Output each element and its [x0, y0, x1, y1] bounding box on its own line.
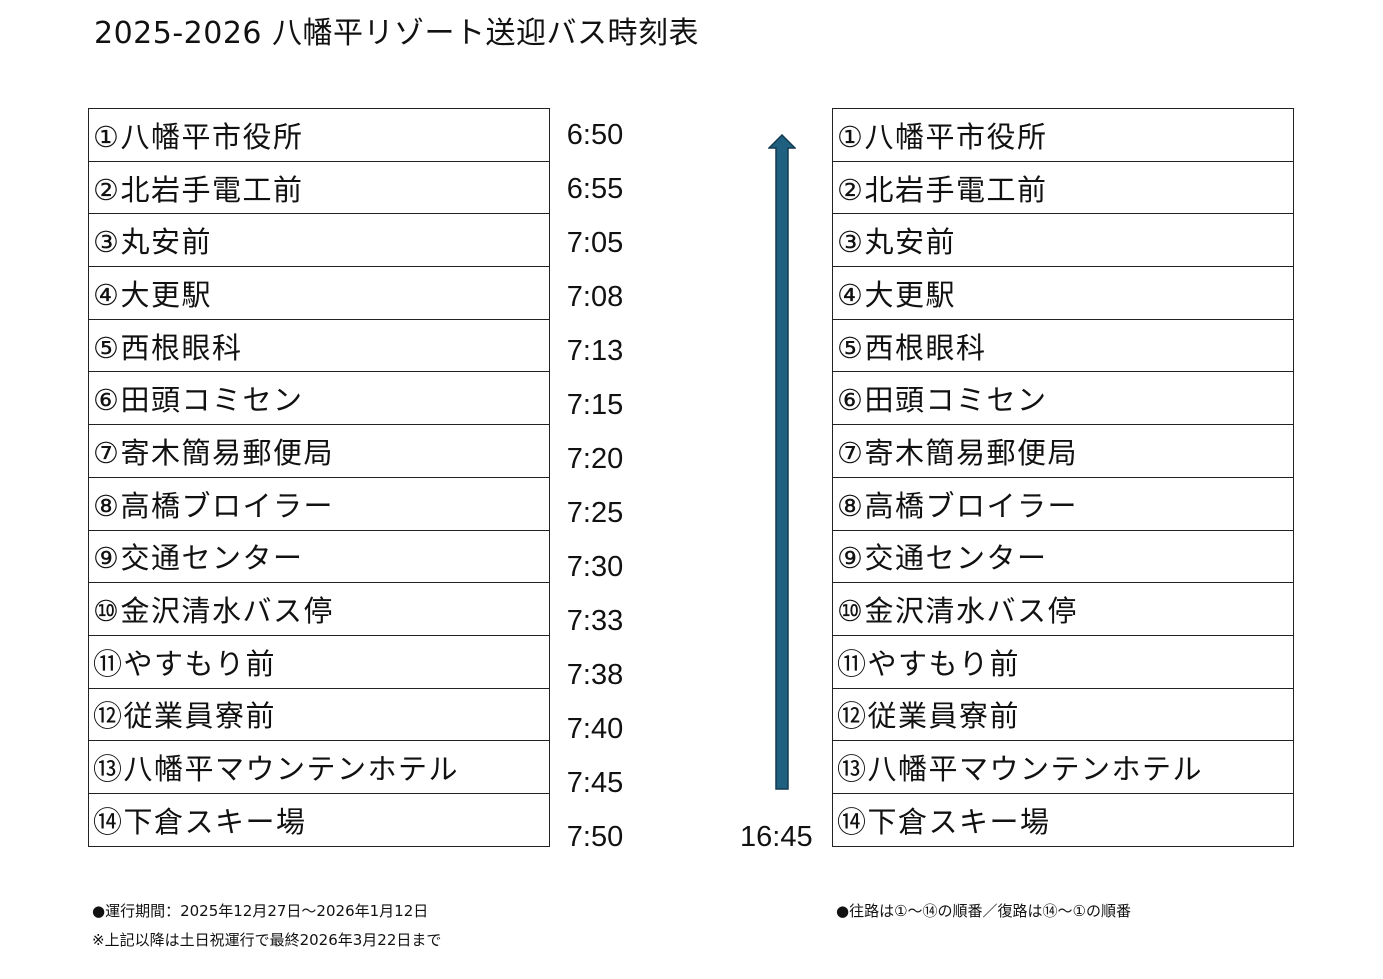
- departure-time: 6:55: [566, 172, 624, 205]
- table-row: ⑨交通センター: [832, 529, 1294, 584]
- stop-name: ⑥田頭コミセン: [832, 371, 1294, 426]
- departure-time: 7:25: [566, 496, 624, 529]
- table-row: ⑧高橋ブロイラー: [832, 476, 1294, 531]
- table-row: ①八幡平市役所: [88, 108, 550, 162]
- departure-time: 7:50: [566, 820, 624, 853]
- table-row: ⑤西根眼科: [832, 318, 1294, 373]
- departure-time: 7:08: [566, 280, 624, 313]
- departure-time: 7:40: [566, 712, 624, 745]
- table-row: ⑥田頭コミセン: [88, 371, 550, 426]
- stop-name: ⑩金沢清水バス停: [88, 582, 550, 636]
- stop-name: ⑬八幡平マウンテンホテル: [88, 740, 550, 794]
- table-row: ②北岩手電工前: [88, 160, 550, 215]
- outbound-stop-table: ①八幡平市役所 ②北岩手電工前 ③丸安前 ④大更駅 ⑤西根眼科 ⑥田頭コミセン …: [88, 108, 550, 847]
- table-row: ③丸安前: [88, 213, 550, 268]
- table-row: ⑪やすもり前: [832, 634, 1294, 689]
- departure-time: 7:20: [566, 442, 624, 475]
- arrow-up-icon: [768, 134, 796, 790]
- table-row: ⑩金沢清水バス停: [832, 582, 1294, 636]
- table-row: ①八幡平市役所: [832, 108, 1294, 162]
- stop-name: ⑥田頭コミセン: [88, 371, 550, 426]
- after-period-note: ※上記以降は土日祝運行で最終2026年3月22日まで: [92, 931, 442, 949]
- table-row: ③丸安前: [832, 213, 1294, 268]
- table-row: ⑫従業員寮前: [832, 687, 1294, 742]
- stop-name: ⑪やすもり前: [88, 634, 550, 689]
- stop-name: ②北岩手電工前: [832, 160, 1294, 215]
- departure-time: 6:50: [566, 118, 624, 151]
- stop-name: ⑬八幡平マウンテンホテル: [832, 740, 1294, 794]
- stop-name: ⑤西根眼科: [88, 318, 550, 373]
- table-row: ④大更駅: [832, 266, 1294, 320]
- departure-time: 7:30: [566, 550, 624, 583]
- table-row: ⑦寄木簡易郵便局: [832, 424, 1294, 478]
- table-row: ⑩金沢清水バス停: [88, 582, 550, 636]
- table-row: ⑬八幡平マウンテンホテル: [88, 740, 550, 794]
- stop-name: ③丸安前: [88, 213, 550, 268]
- stop-name: ③丸安前: [832, 213, 1294, 268]
- stop-name: ⑩金沢清水バス停: [832, 582, 1294, 636]
- stop-name: ⑧高橋ブロイラー: [88, 476, 550, 531]
- stop-name: ⑧高橋ブロイラー: [832, 476, 1294, 531]
- stop-name: ④大更駅: [832, 266, 1294, 320]
- departure-time: 7:33: [566, 604, 624, 637]
- table-row: ⑧高橋ブロイラー: [88, 476, 550, 531]
- stop-name: ②北岩手電工前: [88, 160, 550, 215]
- table-row: ⑪やすもり前: [88, 634, 550, 689]
- table-row: ⑭下倉スキー場: [832, 792, 1294, 847]
- stop-name: ⑭下倉スキー場: [88, 792, 550, 847]
- table-row: ⑫従業員寮前: [88, 687, 550, 742]
- stop-name: ⑨交通センター: [88, 529, 550, 584]
- departure-time: 7:05: [566, 226, 624, 259]
- departure-time: 7:38: [566, 658, 624, 691]
- route-order-note: ●往路は①～⑭の順番／復路は⑭～①の順番: [836, 902, 1131, 920]
- outbound-time-column: 6:50 6:55 7:05 7:08 7:13 7:15 7:20 7:25 …: [548, 108, 642, 864]
- departure-time: 7:15: [566, 388, 624, 421]
- stop-name: ①八幡平市役所: [832, 108, 1294, 162]
- departure-time: 7:13: [566, 334, 624, 367]
- return-stop-table: ①八幡平市役所 ②北岩手電工前 ③丸安前 ④大更駅 ⑤西根眼科 ⑥田頭コミセン …: [832, 108, 1294, 847]
- stop-name: ⑭下倉スキー場: [832, 792, 1294, 847]
- return-departure-time: 16:45: [740, 820, 813, 853]
- table-row: ⑦寄木簡易郵便局: [88, 424, 550, 478]
- stop-name: ⑦寄木簡易郵便局: [88, 424, 550, 478]
- page-title: 2025-2026 八幡平リゾート送迎バス時刻表: [94, 16, 700, 51]
- table-row: ②北岩手電工前: [832, 160, 1294, 215]
- table-row: ⑨交通センター: [88, 529, 550, 584]
- table-row: ⑤西根眼科: [88, 318, 550, 373]
- table-row: ⑥田頭コミセン: [832, 371, 1294, 426]
- table-row: ⑭下倉スキー場: [88, 792, 550, 847]
- stop-name: ⑨交通センター: [832, 529, 1294, 584]
- stop-name: ⑦寄木簡易郵便局: [832, 424, 1294, 478]
- operation-period-note: ●運行期間：2025年12月27日～2026年1月12日: [92, 902, 429, 920]
- stop-name: ④大更駅: [88, 266, 550, 320]
- departure-time: 7:45: [566, 766, 624, 799]
- table-row: ⑬八幡平マウンテンホテル: [832, 740, 1294, 794]
- stop-name: ⑪やすもり前: [832, 634, 1294, 689]
- table-row: ④大更駅: [88, 266, 550, 320]
- stop-name: ⑫従業員寮前: [832, 687, 1294, 742]
- stop-name: ⑤西根眼科: [832, 318, 1294, 373]
- stop-name: ①八幡平市役所: [88, 108, 550, 162]
- stop-name: ⑫従業員寮前: [88, 687, 550, 742]
